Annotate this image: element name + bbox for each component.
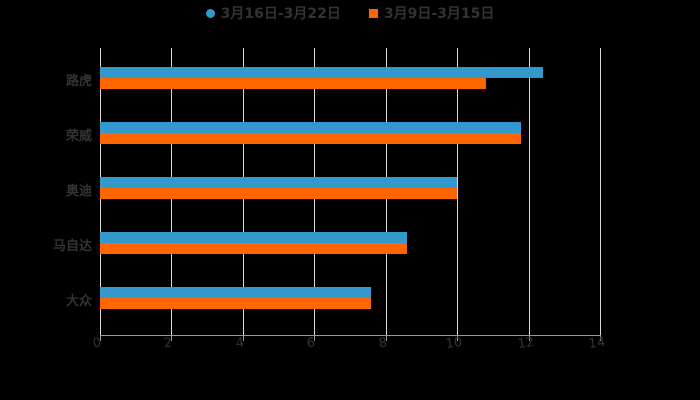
x-tick bbox=[385, 335, 387, 341]
bar-series-2[interactable] bbox=[100, 133, 522, 144]
bar-series-1[interactable] bbox=[100, 232, 408, 243]
x-tick-label: 4 bbox=[234, 335, 245, 352]
x-tick bbox=[314, 335, 316, 341]
bar-series-1[interactable] bbox=[100, 67, 543, 78]
bar-series-2[interactable] bbox=[100, 298, 372, 309]
bar-series-2[interactable] bbox=[100, 243, 408, 254]
gridline bbox=[457, 48, 459, 335]
gridline bbox=[528, 48, 530, 335]
x-tick bbox=[242, 335, 244, 341]
legend-label: 3月9日-3月15日 bbox=[383, 6, 495, 22]
x-tick-label: 12 bbox=[516, 334, 535, 353]
legend-item-series-2[interactable]: 3月9日-3月15日 bbox=[368, 3, 495, 23]
x-tick bbox=[528, 335, 530, 341]
chart-legend: 3月16日-3月22日 3月9日-3月15日 bbox=[0, 3, 700, 23]
legend-item-series-1[interactable]: 3月16日-3月22日 bbox=[205, 3, 341, 23]
bar-series-1[interactable] bbox=[100, 122, 522, 133]
y-category-label: 奥迪 bbox=[65, 184, 92, 199]
x-tick bbox=[600, 335, 601, 341]
x-axis-line bbox=[100, 335, 600, 336]
bar-series-1[interactable] bbox=[100, 177, 458, 188]
x-tick bbox=[171, 335, 173, 341]
y-category-label: 荣威 bbox=[65, 129, 92, 144]
x-tick-label: 14 bbox=[587, 334, 607, 353]
plot-area bbox=[100, 48, 601, 335]
gridline bbox=[600, 48, 601, 335]
y-category-label: 路虎 bbox=[65, 74, 92, 89]
x-tick-label: 8 bbox=[377, 335, 388, 352]
bar-series-2[interactable] bbox=[100, 78, 486, 89]
x-tick bbox=[457, 335, 459, 341]
x-tick bbox=[100, 335, 101, 341]
y-category-label: 马自达 bbox=[52, 239, 92, 254]
bar-series-2[interactable] bbox=[100, 188, 458, 199]
legend-marker-series-1-icon bbox=[205, 8, 215, 18]
x-tick-label: 10 bbox=[444, 334, 464, 353]
legend-marker-series-2-icon bbox=[368, 8, 378, 18]
y-category-label: 大众 bbox=[65, 294, 92, 309]
legend-label: 3月16日-3月22日 bbox=[220, 6, 341, 22]
bar-series-1[interactable] bbox=[100, 287, 372, 298]
